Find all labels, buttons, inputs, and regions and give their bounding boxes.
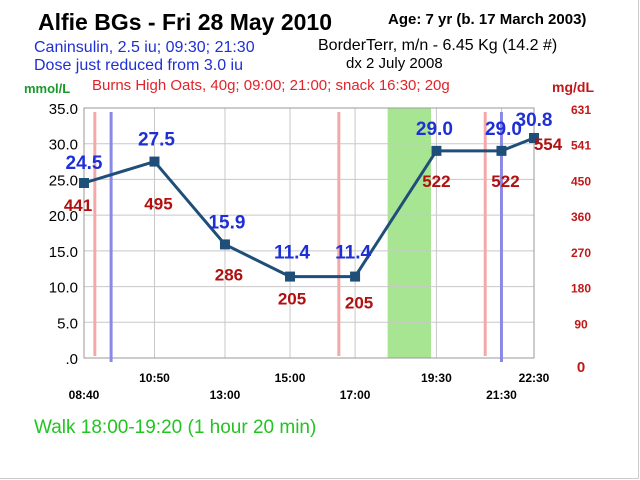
y-axis-left-label: mmol/L: [24, 81, 71, 96]
data-label-mmol: 11.4: [274, 243, 310, 264]
x-tick-label: 22:30: [519, 371, 550, 385]
bg-point: [350, 271, 361, 282]
y-tick-left-label: .0: [65, 351, 78, 368]
chart-title: Alfie BGs - Fri 28 May 2010: [38, 9, 333, 35]
data-label-mgdl: 441: [64, 196, 92, 215]
x-tick-label: 17:00: [340, 388, 371, 402]
data-label-mmol: 29.0: [485, 119, 522, 140]
y-tick-left-label: 20.0: [49, 208, 78, 225]
bg-point: [285, 271, 296, 282]
data-label-mmol: 27.5: [138, 130, 175, 151]
x-tick-label: 13:00: [210, 388, 241, 402]
data-label-mgdl: 522: [422, 172, 450, 191]
bg-point: [79, 178, 89, 188]
bg-point: [431, 145, 442, 156]
data-label-mmol: 30.8: [516, 110, 553, 131]
plot-border: [83, 107, 535, 359]
x-tick-label: 19:30: [421, 371, 452, 385]
x-tick-label: 15:00: [275, 371, 306, 385]
y-tick-right-label: 90: [574, 317, 588, 331]
x-tick-label: 08:40: [69, 388, 100, 402]
data-label-mmol: 24.5: [66, 153, 103, 174]
y-tick-left-label: 25.0: [49, 172, 78, 189]
y-tick-right-label: 270: [571, 246, 591, 260]
dog-age: Age: 7 yr (b. 17 March 2003): [388, 11, 587, 28]
data-label-mmol: 29.0: [416, 119, 453, 140]
walk-band: [387, 108, 431, 358]
y-tick-right-label: 450: [571, 174, 591, 188]
y-tick-right-label: 541: [571, 139, 591, 153]
data-label-mgdl: 522: [491, 172, 519, 191]
food-schedule: Burns High Oats, 40g; 09:00; 21:00; snac…: [92, 77, 450, 94]
data-label-mgdl: 205: [278, 290, 306, 309]
y-tick-left-label: 35.0: [49, 101, 78, 118]
y-tick-left-label: 15.0: [49, 244, 78, 261]
insulin-schedule: Caninsulin, 2.5 iu; 09:30; 21:30: [34, 39, 255, 56]
bg-point: [149, 156, 160, 167]
data-label-mmol: 11.4: [335, 243, 371, 264]
bg-point: [529, 133, 539, 143]
x-tick-label: 21:30: [486, 388, 517, 402]
bg-point: [496, 145, 507, 156]
dog-info: BorderTerr, m/n - 6.45 Kg (14.2 #): [318, 37, 558, 54]
y-tick-left-label: 10.0: [49, 280, 78, 297]
y-tick-right-label: 631: [571, 103, 591, 117]
bg-series-line: [83, 136, 535, 279]
diagnosis-date: dx 2 July 2008: [346, 55, 443, 72]
data-label-mgdl: 554: [534, 135, 563, 154]
insulin-dose-note: Dose just reduced from 3.0 iu: [34, 57, 243, 74]
y-axis-right-label: mg/dL: [552, 79, 594, 95]
y-tick-right-label: 360: [571, 210, 591, 224]
data-label-mgdl: 495: [144, 195, 172, 214]
data-label-mmol: 15.9: [208, 212, 245, 233]
y-tick-right-label: 0: [577, 359, 585, 376]
y-tick-left-label: 30.0: [49, 137, 78, 154]
x-tick-label: 10:50: [139, 371, 170, 385]
y-tick-right-label: 180: [571, 282, 591, 296]
walk-note: Walk 18:00-19:20 (1 hour 20 min): [34, 417, 317, 438]
data-label-mgdl: 205: [345, 294, 373, 313]
data-label-mgdl: 286: [215, 265, 243, 284]
bg-point: [219, 239, 230, 250]
y-tick-left-label: 5.0: [57, 315, 78, 332]
